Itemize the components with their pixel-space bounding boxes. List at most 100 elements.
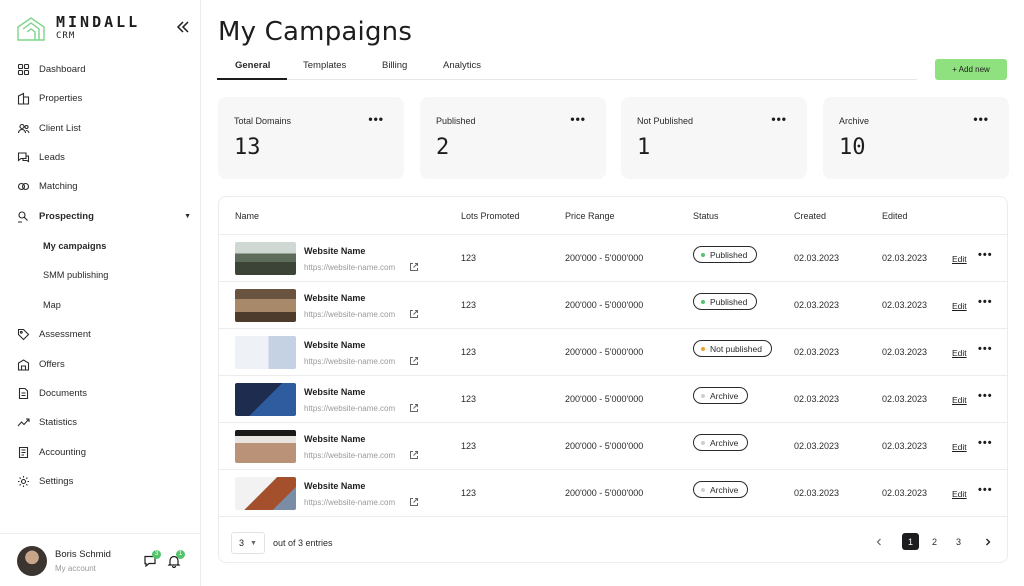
- sidebar-subitem-my-campaigns[interactable]: My campaigns: [43, 240, 107, 251]
- chat-badge: 3: [152, 550, 161, 559]
- sidebar-item-label: Assessment: [39, 329, 91, 341]
- more-options-icon[interactable]: •••: [771, 112, 787, 126]
- tab-templates[interactable]: Templates: [303, 60, 347, 71]
- lots-promoted: 123: [461, 300, 477, 310]
- sidebar-item-label: Dashboard: [39, 64, 86, 76]
- more-options-icon[interactable]: •••: [368, 112, 384, 126]
- add-new-button[interactable]: + Add new: [935, 59, 1007, 80]
- stat-card-published: Published 2 •••: [420, 97, 606, 179]
- external-link-icon[interactable]: [409, 403, 419, 413]
- lots-promoted: 123: [461, 253, 477, 263]
- edit-button[interactable]: Edit: [952, 489, 967, 499]
- sidebar-item-documents[interactable]: Documents: [0, 379, 200, 408]
- website-url: https://website-name.com: [304, 357, 396, 366]
- website-name: Website Name: [304, 246, 366, 256]
- sidebar-item-label: Client List: [39, 122, 81, 134]
- page-3-button[interactable]: 3: [955, 536, 961, 547]
- header-name[interactable]: Name: [235, 211, 260, 221]
- website-thumbnail: [235, 242, 296, 275]
- next-page-button[interactable]: [979, 533, 996, 550]
- logo[interactable]: MINDALL CRM: [16, 14, 140, 42]
- sidebar-item-matching[interactable]: Matching: [0, 172, 200, 201]
- sidebar-item-accounting[interactable]: Accounting: [0, 437, 200, 466]
- bell-badge: 1: [176, 550, 185, 559]
- brand-name: MINDALL: [56, 13, 141, 31]
- header-lots-promoted[interactable]: Lots Promoted: [461, 211, 520, 221]
- sidebar-item-prospecting[interactable]: Prospecting ▼: [0, 201, 200, 230]
- sidebar-subitem-map[interactable]: Map: [43, 300, 61, 311]
- sidebar-item-properties[interactable]: Properties: [0, 84, 200, 113]
- profile-name: Boris Schmid: [55, 549, 111, 560]
- table-row[interactable]: Website Name https://website-name.com 123 2…: [219, 234, 1007, 281]
- my-account-link[interactable]: My account: [55, 564, 96, 573]
- website-url: https://website-name.com: [304, 498, 396, 507]
- sidebar-item-label: Accounting: [39, 446, 87, 458]
- sidebar-item-settings[interactable]: Settings: [0, 467, 200, 496]
- page-2-button[interactable]: 2: [931, 536, 937, 547]
- edit-button[interactable]: Edit: [952, 348, 967, 358]
- edit-button[interactable]: Edit: [952, 254, 967, 264]
- tab-billing[interactable]: Billing: [382, 60, 408, 71]
- header-price-range[interactable]: Price Range: [565, 211, 615, 221]
- more-options-icon[interactable]: •••: [978, 437, 993, 449]
- website-thumbnail: [235, 477, 296, 510]
- sidebar-subitem-smm-publishing[interactable]: SMM publishing: [43, 270, 109, 281]
- avatar[interactable]: [17, 546, 47, 576]
- more-options-icon[interactable]: •••: [978, 249, 993, 261]
- offers-icon: [17, 358, 30, 371]
- external-link-icon[interactable]: [409, 262, 419, 272]
- edited-date: 02.03.2023: [882, 488, 928, 498]
- external-link-icon[interactable]: [409, 309, 419, 319]
- created-date: 02.03.2023: [794, 300, 840, 310]
- table-row[interactable]: Website Name https://website-name.com 123 2…: [219, 281, 1007, 328]
- more-options-icon[interactable]: •••: [978, 390, 993, 402]
- edit-button[interactable]: Edit: [952, 442, 967, 452]
- table-row[interactable]: Website Name https://website-name.com 123 2…: [219, 328, 1007, 375]
- building-icon: [17, 93, 30, 105]
- tag-icon: [17, 329, 30, 341]
- sidebar-item-label: Statistics: [39, 417, 78, 429]
- table-row[interactable]: Website Name https://website-name.com 123 2…: [219, 422, 1007, 469]
- brand-sub: CRM: [56, 31, 76, 41]
- status-label: Published: [710, 249, 748, 260]
- edit-button[interactable]: Edit: [952, 395, 967, 405]
- more-options-icon[interactable]: •••: [978, 484, 993, 496]
- status-label: Archive: [710, 390, 739, 401]
- edit-button[interactable]: Edit: [952, 301, 967, 311]
- collapse-sidebar-icon[interactable]: [175, 19, 191, 35]
- active-tab-indicator: [217, 78, 287, 80]
- external-link-icon[interactable]: [409, 450, 419, 460]
- header-created[interactable]: Created: [794, 211, 827, 221]
- header-edited[interactable]: Edited: [882, 211, 908, 221]
- tab-analytics[interactable]: Analytics: [443, 60, 482, 71]
- table-row[interactable]: Website Name https://website-name.com 123 2…: [219, 469, 1007, 516]
- per-page-select[interactable]: 3 ▼: [231, 532, 265, 554]
- status-dot: [701, 487, 705, 492]
- more-options-icon[interactable]: •••: [978, 296, 993, 308]
- more-options-icon[interactable]: •••: [978, 343, 993, 355]
- document-icon: [18, 387, 29, 399]
- stat-card-total-domains: Total Domains 13 •••: [218, 97, 404, 179]
- external-link-icon[interactable]: [409, 497, 419, 507]
- more-options-icon[interactable]: •••: [570, 112, 586, 126]
- prev-page-button[interactable]: [870, 533, 887, 550]
- created-date: 02.03.2023: [794, 441, 840, 451]
- more-options-icon[interactable]: •••: [973, 112, 989, 126]
- notifications-button[interactable]: 1: [167, 550, 185, 569]
- sidebar-item-leads[interactable]: Leads: [0, 143, 200, 172]
- chat-button[interactable]: 3: [143, 550, 161, 568]
- sidebar-item-dashboard[interactable]: Dashboard: [0, 55, 200, 84]
- sidebar-item-client-list[interactable]: Client List: [0, 114, 200, 143]
- header-status[interactable]: Status: [693, 211, 719, 221]
- external-link-icon[interactable]: [409, 356, 419, 366]
- sidebar-item-statistics[interactable]: Statistics: [0, 408, 200, 437]
- entries-count: out of 3 entries: [273, 538, 333, 548]
- website-name: Website Name: [304, 387, 366, 397]
- sidebar-item-offers[interactable]: Offers: [0, 349, 200, 378]
- sidebar-item-assessment[interactable]: Assessment: [0, 320, 200, 349]
- table-row[interactable]: Website Name https://website-name.com 123 2…: [219, 375, 1007, 422]
- page-1-button[interactable]: 1: [902, 533, 919, 550]
- tab-general[interactable]: General: [235, 60, 271, 71]
- price-range: 200'000 - 5'000'000: [565, 488, 644, 498]
- created-date: 02.03.2023: [794, 347, 840, 357]
